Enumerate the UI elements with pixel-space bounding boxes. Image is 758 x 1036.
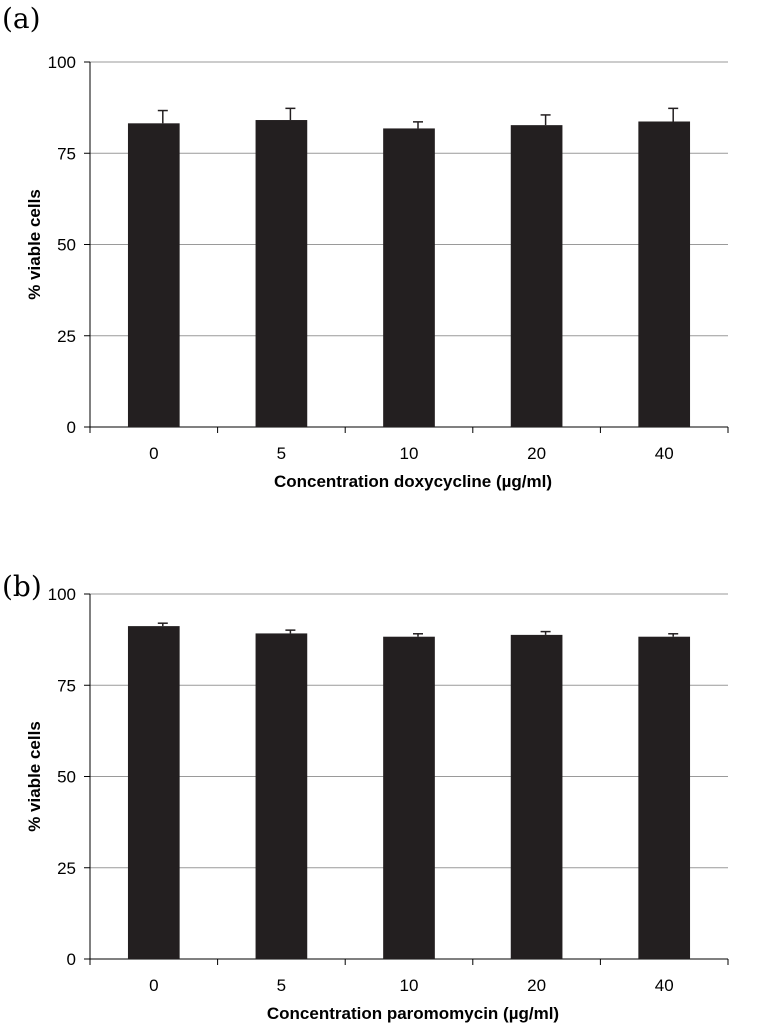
x-tick-label: 10 (400, 976, 419, 995)
y-axis-title: % viable cells (25, 189, 44, 300)
bar (255, 120, 308, 427)
x-tick-label: 40 (655, 976, 674, 995)
chart-panel-a: (a) 0 25 50 75 100 0 5 10 20 40 Concentration doxyc… (2, 2, 729, 491)
x-axis-title: Concentration paromomycin (µg/ml) (267, 1004, 559, 1023)
x-tick-label: 10 (400, 444, 419, 463)
panel-label: (a) (2, 2, 41, 35)
chart-panel-b: (b) 0 25 50 75 100 0 5 10 20 40 Concentration parom… (2, 570, 729, 1023)
y-tick-label: 50 (57, 768, 76, 787)
bar (638, 636, 691, 959)
y-tick-label: 100 (48, 53, 76, 72)
bar (127, 626, 180, 959)
x-tick-label: 40 (655, 444, 674, 463)
y-tick-label: 75 (57, 676, 76, 695)
x-tick-label: 20 (527, 976, 546, 995)
y-tick-label: 75 (57, 144, 76, 163)
x-tick-label: 5 (277, 444, 286, 463)
panel-label: (b) (2, 570, 42, 603)
y-tick-label: 0 (67, 950, 76, 969)
x-tick-label: 0 (149, 444, 158, 463)
y-tick-label: 25 (57, 327, 76, 346)
x-tick-label: 5 (277, 976, 286, 995)
y-tick-label: 25 (57, 859, 76, 878)
bar (127, 123, 180, 427)
bar (383, 636, 435, 959)
y-axis-title: % viable cells (25, 721, 44, 832)
y-tick-label: 50 (57, 236, 76, 255)
y-tick-label: 0 (67, 418, 76, 437)
y-tick-label: 100 (48, 585, 76, 604)
x-tick-label: 20 (527, 444, 546, 463)
x-tick-label: 0 (149, 976, 158, 995)
bar (638, 121, 691, 428)
bar (510, 125, 563, 428)
x-axis-title: Concentration doxycycline (µg/ml) (274, 472, 552, 491)
bar (510, 634, 563, 959)
bar (255, 633, 308, 959)
bar (383, 128, 435, 427)
